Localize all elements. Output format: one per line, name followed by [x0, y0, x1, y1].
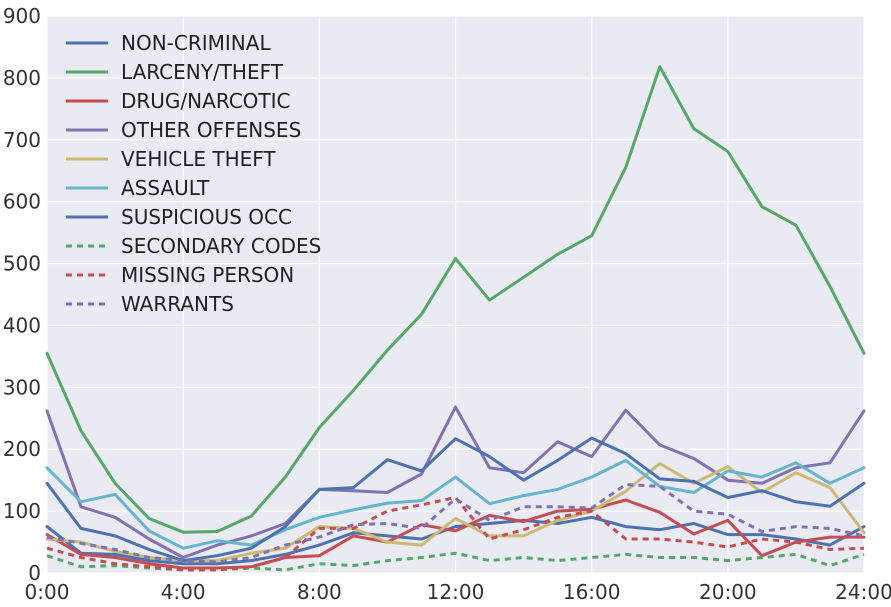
x-axis-ticks: 0:00 4:00 8:00 12:00 16:00 20:00 24:00	[25, 580, 891, 604]
y-tick-label: 800	[3, 66, 41, 90]
legend-label: OTHER OFFENSES	[121, 118, 301, 142]
legend-label: NON-CRIMINAL	[121, 31, 271, 55]
gridlines	[46, 15, 865, 574]
series-line-6	[45, 436, 866, 563]
x-tick-label: 16:00	[563, 580, 621, 604]
legend-label: LARCENY/THEFT	[121, 60, 284, 84]
legend-label: DRUG/NARCOTIC	[121, 89, 291, 113]
y-tick-label: 400	[3, 313, 41, 337]
series-line-7	[46, 551, 865, 572]
x-tick-label: 4:00	[161, 580, 206, 604]
x-tick-label: 0:00	[25, 580, 70, 604]
legend-label: VEHICLE THEFT	[121, 147, 276, 171]
y-tick-label: 500	[3, 252, 41, 276]
y-tick-label: 900	[3, 4, 41, 28]
series-line-3	[45, 405, 866, 559]
series-line-0	[45, 515, 866, 566]
legend: NON-CRIMINAL LARCENY/THEFT DRUG/NARCOTIC OT…	[66, 31, 321, 316]
y-tick-label: 0	[28, 561, 41, 585]
legend-label: WARRANTS	[121, 292, 234, 316]
y-tick-label: 200	[3, 437, 41, 461]
legend-label: SECONDARY CODES	[121, 234, 321, 258]
y-tick-label: 300	[3, 375, 41, 399]
series-line-5	[45, 458, 866, 550]
legend-label: SUSPICIOUS OCC	[121, 205, 292, 229]
x-tick-label: 20:00	[699, 580, 757, 604]
series-line-2	[45, 498, 866, 570]
y-tick-label: 100	[3, 499, 41, 523]
y-axis-ticks: 0 100 200 300 400 500 600 700 800 900	[3, 4, 41, 585]
legend-label: MISSING PERSON	[121, 263, 294, 287]
legend-label: ASSAULT	[121, 176, 210, 200]
x-tick-label: 12:00	[427, 580, 485, 604]
y-tick-label: 700	[3, 128, 41, 152]
series-lines	[45, 65, 866, 572]
x-tick-label: 24:00	[835, 580, 891, 604]
series-line-1	[45, 65, 866, 534]
x-tick-label: 8:00	[297, 580, 342, 604]
y-tick-label: 600	[3, 190, 41, 214]
